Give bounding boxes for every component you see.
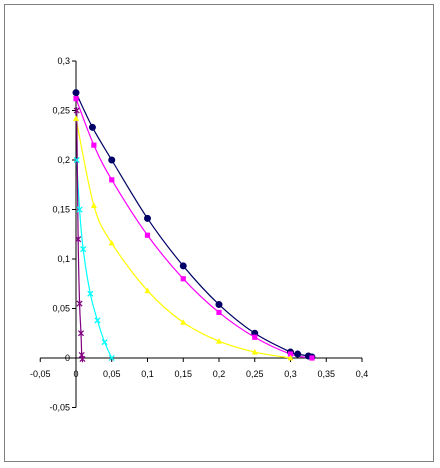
data-point xyxy=(75,236,82,243)
data-point xyxy=(215,301,223,309)
series-line xyxy=(76,159,113,359)
data-point xyxy=(287,354,294,361)
data-point xyxy=(77,330,85,337)
data-point xyxy=(294,350,302,358)
data-point xyxy=(91,142,97,148)
data-point xyxy=(94,317,101,324)
x-tick-label: 0,4 xyxy=(356,369,369,379)
x-tick-label: 0,1 xyxy=(141,369,154,379)
y-tick-label: 0,05 xyxy=(52,304,70,314)
data-point xyxy=(109,177,115,183)
y-tick-label: 0,25 xyxy=(52,106,70,116)
data-point xyxy=(108,156,116,164)
data-point xyxy=(144,232,151,238)
series-line xyxy=(75,92,313,358)
data-point xyxy=(216,309,222,316)
y-tick-label: 0,2 xyxy=(57,155,70,165)
data-point xyxy=(180,276,186,282)
y-tick-label: 0 xyxy=(65,353,70,363)
data-point xyxy=(180,319,187,325)
axes: -0,05 0 0,05 0,1 0,15 0,2 0,25 0,3 0,35 0,4 -0,05 0… xyxy=(30,56,368,413)
series-line xyxy=(75,98,313,359)
data-point xyxy=(90,202,97,208)
data-point xyxy=(144,287,151,294)
x-tick-label: 0,35 xyxy=(317,369,335,379)
x-tick-label: 0,25 xyxy=(246,369,264,379)
data-point xyxy=(309,355,315,361)
y-tick-label: 0,1 xyxy=(57,254,70,264)
series-markers xyxy=(72,89,316,363)
x-tick-label: 0,3 xyxy=(284,369,297,379)
y-tick-label: 0,3 xyxy=(57,56,70,66)
data-point xyxy=(73,107,80,114)
data-point xyxy=(101,339,108,346)
data-point xyxy=(80,246,87,253)
data-point xyxy=(73,96,79,102)
data-point xyxy=(179,262,187,270)
data-point xyxy=(88,123,96,131)
data-point xyxy=(287,351,294,357)
data-point xyxy=(216,337,222,344)
x-tick-label: 0,05 xyxy=(103,369,121,379)
x-tick-label: 0,15 xyxy=(174,369,192,379)
y-tick-label: 0,15 xyxy=(52,205,70,215)
data-point xyxy=(251,348,258,355)
y-tick-label: -0,05 xyxy=(49,403,70,413)
data-point xyxy=(108,239,115,246)
x-tick-label: 0,2 xyxy=(213,369,226,379)
data-point xyxy=(108,354,115,362)
x-tick-label: 0 xyxy=(73,369,78,379)
data-point xyxy=(79,355,86,363)
data-point xyxy=(76,206,83,213)
data-point xyxy=(87,290,94,297)
data-point xyxy=(73,156,80,164)
series-lines xyxy=(75,92,313,360)
data-point xyxy=(72,89,80,97)
x-tick-label: -0,05 xyxy=(30,369,51,379)
data-point xyxy=(252,334,258,340)
data-point xyxy=(73,115,79,121)
data-point xyxy=(144,214,151,222)
data-point xyxy=(76,300,83,307)
